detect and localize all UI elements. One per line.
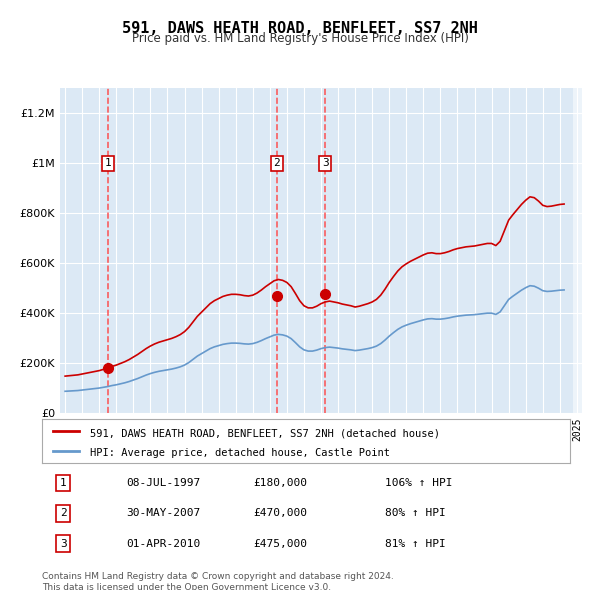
Text: 01-APR-2010: 01-APR-2010 [127,539,201,549]
Text: £180,000: £180,000 [253,478,307,488]
Text: 30-MAY-2007: 30-MAY-2007 [127,509,201,518]
Text: 2: 2 [60,509,67,518]
Text: 80% ↑ HPI: 80% ↑ HPI [385,509,446,518]
Text: 3: 3 [60,539,67,549]
Text: £470,000: £470,000 [253,509,307,518]
Text: 08-JUL-1997: 08-JUL-1997 [127,478,201,488]
Text: 81% ↑ HPI: 81% ↑ HPI [385,539,446,549]
Text: 591, DAWS HEATH ROAD, BENFLEET, SS7 2NH: 591, DAWS HEATH ROAD, BENFLEET, SS7 2NH [122,21,478,35]
Text: 2: 2 [274,158,280,168]
Text: Price paid vs. HM Land Registry's House Price Index (HPI): Price paid vs. HM Land Registry's House … [131,32,469,45]
Text: £475,000: £475,000 [253,539,307,549]
Text: 1: 1 [60,478,67,488]
Text: 106% ↑ HPI: 106% ↑ HPI [385,478,453,488]
Text: HPI: Average price, detached house, Castle Point: HPI: Average price, detached house, Cast… [89,448,389,457]
Text: 3: 3 [322,158,329,168]
Text: 591, DAWS HEATH ROAD, BENFLEET, SS7 2NH (detached house): 591, DAWS HEATH ROAD, BENFLEET, SS7 2NH … [89,428,440,438]
Text: Contains HM Land Registry data © Crown copyright and database right 2024.
This d: Contains HM Land Registry data © Crown c… [42,572,394,590]
Bar [572,88,582,413]
Text: 1: 1 [105,158,112,168]
